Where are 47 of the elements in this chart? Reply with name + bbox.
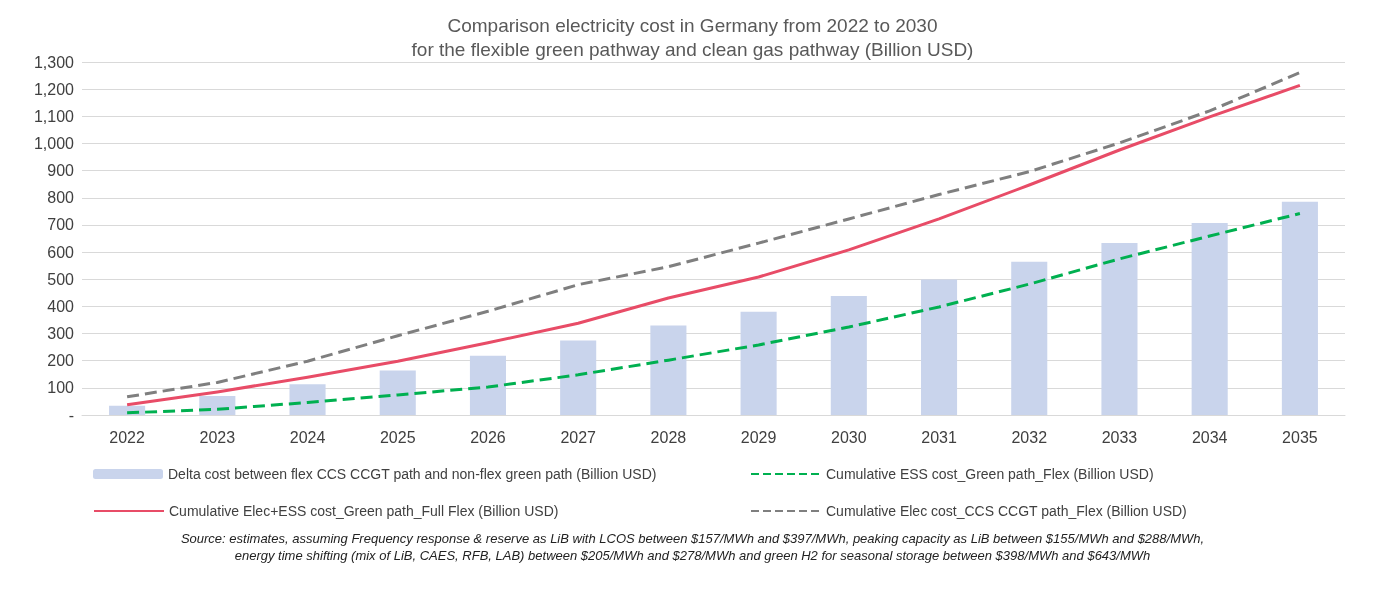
y-tick-label: 400 — [47, 297, 75, 315]
bar — [1101, 243, 1138, 415]
x-tick-label: 2027 — [560, 428, 597, 446]
bar — [289, 384, 326, 415]
y-tick-label: - — [68, 406, 74, 424]
y-tick-label: 1,000 — [33, 134, 75, 152]
x-tick-label: 2029 — [740, 428, 777, 446]
y-tick-label: 600 — [47, 243, 75, 261]
bar — [650, 325, 687, 415]
legend-label: Cumulative ESS cost_Green path_Flex (Billion USD) — [826, 466, 1154, 482]
bar — [740, 311, 777, 415]
y-tick-label: 900 — [47, 162, 75, 180]
x-tick-label: 2032 — [1011, 428, 1048, 446]
x-tick-label: 2026 — [470, 428, 506, 446]
y-tick-label: 1,100 — [33, 107, 75, 125]
x-tick-label: 2030 — [831, 428, 867, 446]
x-tick-label: 2024 — [289, 428, 326, 446]
y-tick-label: 200 — [47, 352, 75, 370]
legend-label: Cumulative Elec cost_CCS CCGT path_Flex (Billion USD) — [826, 503, 1187, 519]
y-tick-label: 700 — [47, 216, 75, 234]
bar — [560, 340, 597, 415]
y-tick-label: 100 — [47, 379, 75, 397]
x-tick-label: 2025 — [379, 428, 416, 446]
x-tick-label: 2022 — [109, 428, 146, 446]
x-tick-label: 2028 — [650, 428, 687, 446]
bar — [379, 370, 416, 415]
x-tick-label: 2033 — [1101, 428, 1138, 446]
bar — [1281, 201, 1318, 415]
x-tick-label: 2035 — [1282, 428, 1318, 446]
bar — [920, 279, 958, 415]
chart-title: Comparison electricity cost in Germany from 2022 to 2030 for the flexible green pathway and clean gas pathway (Billion USD) — [411, 14, 974, 60]
y-tick-label: 300 — [47, 325, 75, 343]
bar — [1011, 261, 1048, 415]
source-note: Source: estimates, assuming Frequency response & reserve as LiB with LCOS between $157/MWh and $397/MWh, peaking capacity as LiB between $155/MWh and $288/MWh, energy time shifting (mix of LiB, CAES, RFB, LAB) between $205/MWh and $278/MWh and green H2 for seasonal storage between $398/MWh and $643/MWh — [180, 531, 1205, 563]
y-tick-label: 800 — [47, 189, 75, 207]
bar — [830, 296, 867, 415]
x-tick-label: 2034 — [1191, 428, 1228, 446]
x-tick-label: 2023 — [199, 428, 236, 446]
legend-label: Cumulative Elec+ESS cost_Green path_Full Flex (Billion USD) — [169, 503, 559, 519]
line-series — [125, 212, 1302, 415]
bar — [1191, 223, 1228, 415]
y-tick-label: 1,300 — [33, 53, 75, 71]
y-tick-label: 1,200 — [33, 80, 75, 98]
legend-label: Delta cost between flex CCS CCGT path and non-flex green path (Billion USD) — [168, 466, 657, 482]
bar — [469, 355, 507, 415]
x-tick-label: 2031 — [921, 428, 957, 446]
y-tick-label: 500 — [47, 270, 75, 288]
